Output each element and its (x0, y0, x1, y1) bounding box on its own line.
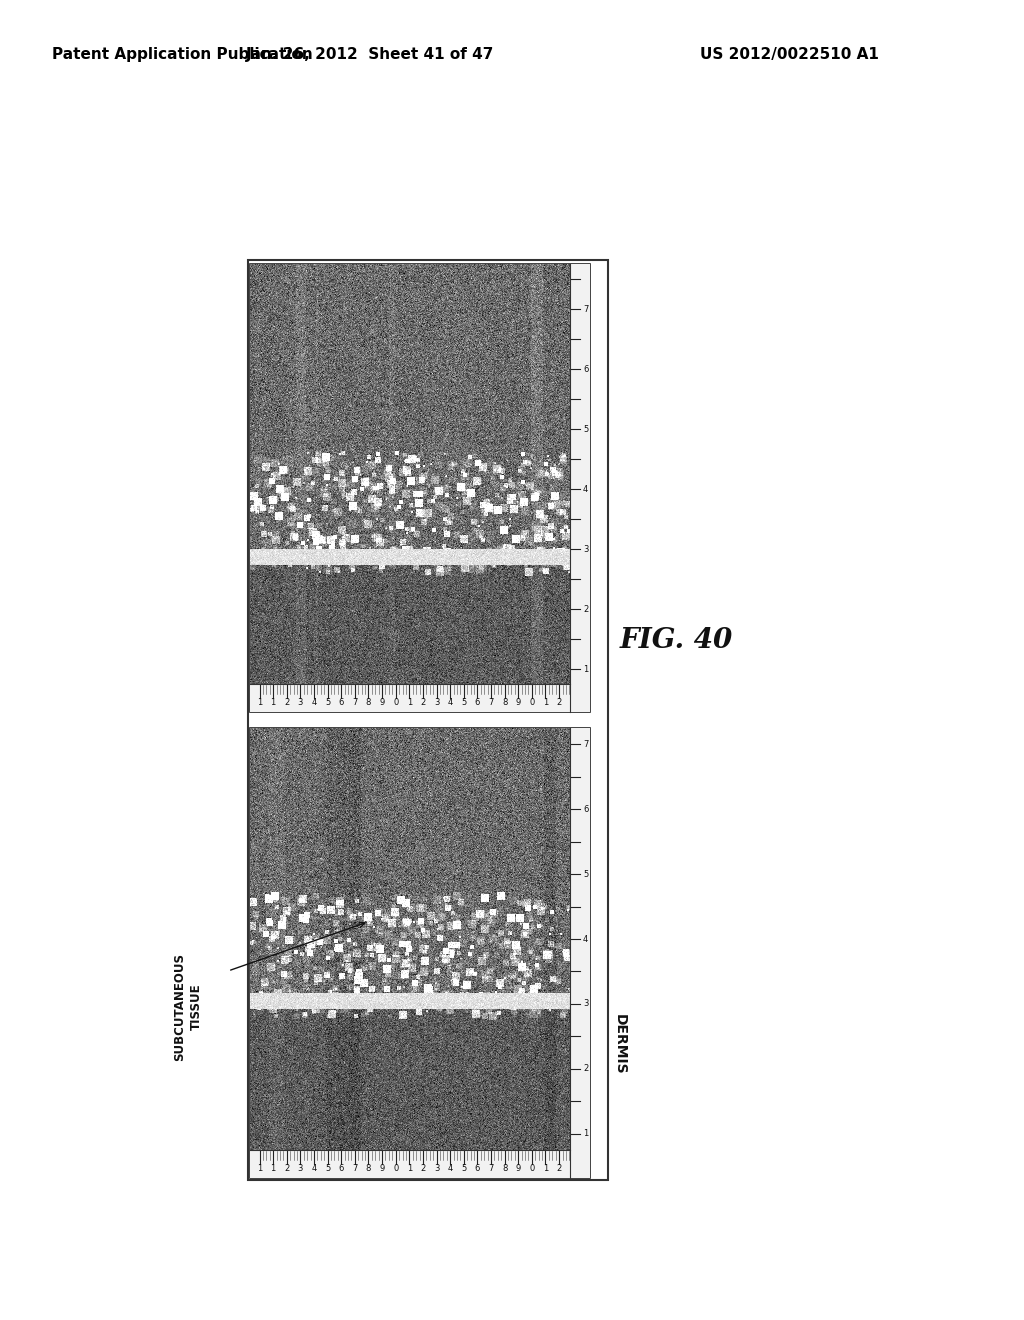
Text: 1: 1 (270, 1164, 275, 1172)
Text: 1: 1 (407, 698, 412, 706)
Text: 4: 4 (311, 1164, 316, 1172)
Bar (570, 729, 590, 1177)
Text: 9: 9 (380, 1164, 385, 1172)
Text: 7: 7 (488, 698, 494, 706)
Text: 6: 6 (475, 698, 480, 706)
Text: 7: 7 (352, 1164, 357, 1172)
Text: 5: 5 (325, 698, 331, 706)
Text: 1: 1 (543, 698, 548, 706)
Text: 3: 3 (434, 1164, 439, 1172)
Text: 7: 7 (583, 305, 589, 314)
Text: 1: 1 (583, 664, 588, 673)
Text: 1: 1 (270, 698, 275, 706)
Text: 0: 0 (393, 698, 398, 706)
Text: 0: 0 (393, 1164, 398, 1172)
Text: 2: 2 (556, 1164, 562, 1172)
Text: 6: 6 (339, 698, 344, 706)
Bar (570, 264, 590, 711)
Text: 9: 9 (380, 698, 385, 706)
Text: 4: 4 (311, 698, 316, 706)
Text: 6: 6 (583, 364, 589, 374)
Text: 4: 4 (583, 935, 588, 944)
Text: 3: 3 (298, 1164, 303, 1172)
Bar (250, 1150, 570, 1177)
Text: 2: 2 (284, 1164, 290, 1172)
Text: 8: 8 (366, 698, 371, 706)
Bar (250, 264, 590, 711)
Text: 5: 5 (583, 425, 588, 433)
Text: 2: 2 (284, 698, 290, 706)
Text: 5: 5 (325, 1164, 331, 1172)
Text: 6: 6 (583, 805, 589, 813)
Bar (248, 260, 608, 1180)
Text: 2: 2 (583, 1064, 588, 1073)
Text: SUBCUTANEOUS
TISSUE: SUBCUTANEOUS TISSUE (173, 953, 203, 1061)
Text: 3: 3 (298, 698, 303, 706)
Text: 5: 5 (583, 870, 588, 879)
Text: 1: 1 (407, 1164, 412, 1172)
Text: 2: 2 (420, 698, 426, 706)
Text: Patent Application Publication: Patent Application Publication (52, 48, 312, 62)
Text: 8: 8 (502, 698, 507, 706)
Text: US 2012/0022510 A1: US 2012/0022510 A1 (700, 48, 879, 62)
Text: FIG. 40: FIG. 40 (620, 627, 733, 653)
Text: 3: 3 (583, 999, 589, 1008)
Text: 1: 1 (543, 1164, 548, 1172)
Text: 0: 0 (529, 1164, 535, 1172)
Text: 7: 7 (583, 739, 589, 748)
Text: Jan. 26, 2012  Sheet 41 of 47: Jan. 26, 2012 Sheet 41 of 47 (246, 48, 495, 62)
Text: 1: 1 (257, 1164, 262, 1172)
Text: 9: 9 (516, 698, 521, 706)
Text: 8: 8 (366, 1164, 371, 1172)
Bar (250, 729, 590, 1177)
Text: 3: 3 (434, 698, 439, 706)
Text: 2: 2 (556, 698, 562, 706)
Text: 5: 5 (461, 698, 466, 706)
Text: 1: 1 (257, 698, 262, 706)
Text: 9: 9 (516, 1164, 521, 1172)
Text: 5: 5 (461, 1164, 466, 1172)
Text: 0: 0 (529, 698, 535, 706)
Text: 1: 1 (583, 1130, 588, 1138)
Text: 2: 2 (420, 1164, 426, 1172)
Text: 2: 2 (583, 605, 588, 614)
Text: 4: 4 (447, 698, 453, 706)
Text: 6: 6 (339, 1164, 344, 1172)
Text: DERMIS: DERMIS (613, 1014, 627, 1074)
Text: 7: 7 (352, 698, 357, 706)
Text: 6: 6 (475, 1164, 480, 1172)
Text: 4: 4 (447, 1164, 453, 1172)
Text: 7: 7 (488, 1164, 494, 1172)
Text: 4: 4 (583, 484, 588, 494)
Text: 8: 8 (502, 1164, 507, 1172)
Text: 3: 3 (583, 544, 589, 553)
Bar (250, 684, 570, 711)
